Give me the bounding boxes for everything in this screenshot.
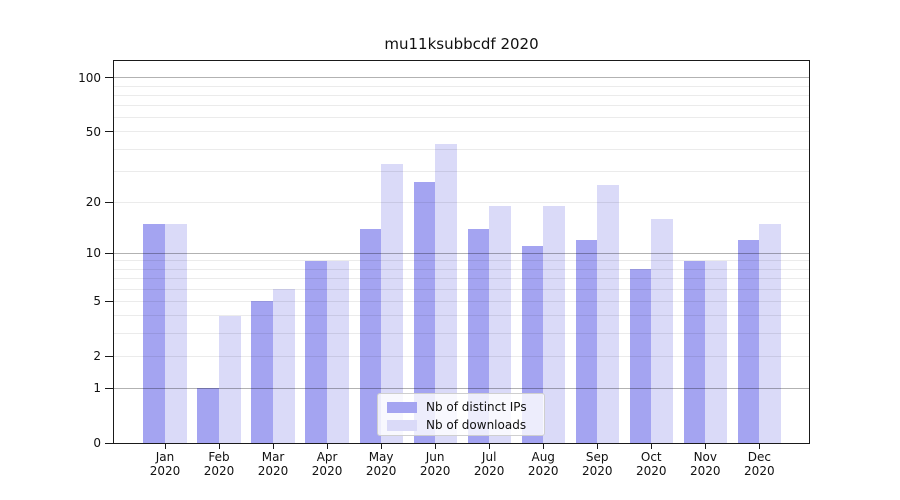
gridline-1 bbox=[114, 387, 809, 389]
bar-ips-oct bbox=[629, 269, 652, 443]
x-tick-mark-may bbox=[380, 444, 382, 449]
bar-downloads-apr bbox=[327, 260, 349, 443]
legend-label-downloads: Nb of downloads bbox=[426, 418, 527, 432]
x-tick-label-jul: Jul 2020 bbox=[473, 450, 505, 478]
bar-ips-dec bbox=[737, 240, 760, 443]
x-tick-mark-dec bbox=[758, 444, 760, 449]
bar-downloads-oct bbox=[651, 218, 673, 443]
y-tick-mark-0 bbox=[105, 442, 113, 444]
legend-item-distinct-ips: Nb of distinct IPs bbox=[387, 398, 544, 416]
gridline-90 bbox=[114, 85, 809, 87]
x-tick-label-jan: Jan 2020 bbox=[149, 450, 181, 478]
x-tick-label-may: May 2020 bbox=[365, 450, 397, 478]
bars-layer bbox=[114, 61, 809, 443]
gridlines-layer bbox=[114, 61, 809, 443]
y-tick-label-100: 100 bbox=[78, 70, 101, 85]
legend-item-downloads: Nb of downloads bbox=[387, 416, 544, 434]
bar-downloads-jan bbox=[165, 223, 187, 443]
gridline-60 bbox=[114, 117, 809, 119]
y-tick-label-20: 20 bbox=[85, 195, 101, 210]
bar-downloads-feb bbox=[219, 315, 241, 443]
legend-swatch-distinct-ips bbox=[387, 401, 417, 413]
x-tick-label-nov: Nov 2020 bbox=[690, 450, 721, 478]
gridline-8 bbox=[114, 268, 809, 270]
y-tick-mark-100 bbox=[105, 77, 113, 79]
x-tick-label-dec: Dec 2020 bbox=[744, 450, 775, 478]
bar-ips-mar bbox=[251, 301, 274, 443]
gridline-7 bbox=[114, 277, 809, 279]
y-tick-mark-2 bbox=[105, 355, 113, 357]
bar-downloads-sep bbox=[597, 185, 619, 443]
x-tick-label-apr: Apr 2020 bbox=[311, 450, 343, 478]
x-tick-mark-apr bbox=[326, 444, 328, 449]
x-tick-mark-oct bbox=[650, 444, 652, 449]
gridline-5 bbox=[114, 300, 809, 302]
y-tick-label-5: 5 bbox=[93, 294, 101, 309]
y-tick-mark-20 bbox=[105, 201, 113, 203]
y-tick-label-1: 1 bbox=[93, 381, 101, 396]
y-tick-label-2: 2 bbox=[93, 349, 101, 364]
bar-downloads-dec bbox=[759, 223, 781, 443]
legend-swatch-downloads bbox=[387, 419, 417, 431]
chart-title: mu11ksubbcdf 2020 bbox=[384, 35, 539, 53]
bar-downloads-aug bbox=[543, 205, 565, 443]
x-tick-mark-aug bbox=[542, 444, 544, 449]
bar-ips-nov bbox=[683, 260, 706, 443]
x-tick-mark-jan bbox=[164, 444, 166, 449]
bar-ips-feb bbox=[197, 388, 220, 443]
x-tick-mark-feb bbox=[218, 444, 220, 449]
bar-ips-apr bbox=[305, 260, 328, 443]
y-tick-mark-10 bbox=[105, 252, 113, 254]
legend: Nb of distinct IPs Nb of downloads bbox=[377, 393, 545, 436]
plot-area bbox=[113, 60, 810, 444]
gridline-20 bbox=[114, 201, 809, 203]
gridline-2 bbox=[114, 355, 809, 357]
x-tick-mark-nov bbox=[704, 444, 706, 449]
x-tick-mark-sep bbox=[596, 444, 598, 449]
gridline-80 bbox=[114, 94, 809, 96]
x-tick-mark-jul bbox=[488, 444, 490, 449]
gridline-9 bbox=[114, 260, 809, 262]
gridline-3 bbox=[114, 332, 809, 334]
bar-downloads-nov bbox=[705, 260, 727, 443]
y-tick-label-50: 50 bbox=[85, 124, 101, 139]
y-tick-mark-1 bbox=[105, 387, 113, 389]
x-tick-mark-mar bbox=[272, 444, 274, 449]
gridline-6 bbox=[114, 288, 809, 290]
bar-ips-jan bbox=[143, 223, 165, 443]
y-tick-label-10: 10 bbox=[85, 246, 101, 261]
bar-downloads-mar bbox=[273, 289, 295, 443]
x-tick-label-feb: Feb 2020 bbox=[203, 450, 235, 478]
gridline-50 bbox=[114, 131, 809, 133]
x-tick-label-oct: Oct 2020 bbox=[635, 450, 667, 478]
bar-ips-sep bbox=[575, 240, 598, 443]
legend-label-distinct-ips: Nb of distinct IPs bbox=[426, 400, 527, 414]
x-tick-label-aug: Aug 2020 bbox=[527, 450, 559, 478]
gridline-40 bbox=[114, 148, 809, 150]
gridline-30 bbox=[114, 170, 809, 172]
x-tick-mark-jun bbox=[434, 444, 436, 449]
x-tick-label-mar: Mar 2020 bbox=[257, 450, 289, 478]
gridline-70 bbox=[114, 105, 809, 107]
y-tick-label-0: 0 bbox=[93, 436, 101, 450]
y-tick-mark-5 bbox=[105, 300, 113, 302]
y-tick-mark-50 bbox=[105, 131, 113, 133]
gridline-100 bbox=[114, 77, 809, 79]
gridline-10 bbox=[114, 252, 809, 254]
x-tick-label-jun: Jun 2020 bbox=[419, 450, 451, 478]
x-tick-label-sep: Sep 2020 bbox=[581, 450, 613, 478]
gridline-4 bbox=[114, 315, 809, 317]
